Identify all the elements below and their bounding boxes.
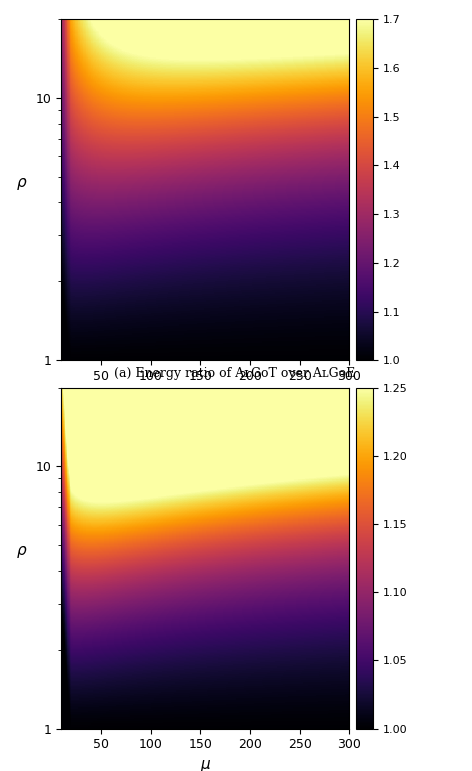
X-axis label: μ: μ [201,389,210,403]
Text: (a) Energy ratio of AʟGᴏT over AʟGᴏE: (a) Energy ratio of AʟGᴏT over AʟGᴏE [114,368,355,380]
X-axis label: μ: μ [201,757,210,771]
Y-axis label: ρ: ρ [17,175,27,190]
Y-axis label: ρ: ρ [17,543,27,558]
